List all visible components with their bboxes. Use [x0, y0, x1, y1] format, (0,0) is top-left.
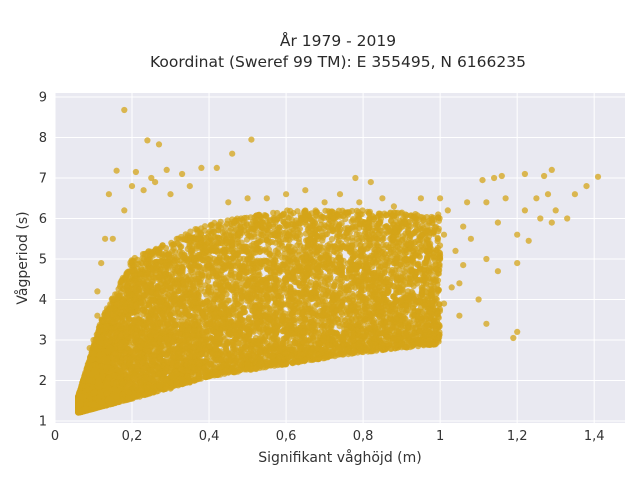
data-point-3987 [222, 223, 229, 230]
chart-title-line-1: År 1979 - 2019 [280, 31, 396, 50]
data-point-4598 [231, 306, 238, 313]
data-point-823 [286, 340, 293, 347]
chart-title-line-2: Koordinat (Sweref 99 TM): E 355495, N 61… [150, 53, 526, 71]
data-point-4091 [231, 311, 238, 318]
data-point-2680 [263, 212, 270, 220]
data-point-4745 [224, 217, 231, 224]
chart-title: År 1979 - 2019 Koordinat (Sweref 99 TM): … [150, 31, 526, 71]
data-point-4806 [296, 239, 303, 246]
data-points [75, 106, 602, 416]
